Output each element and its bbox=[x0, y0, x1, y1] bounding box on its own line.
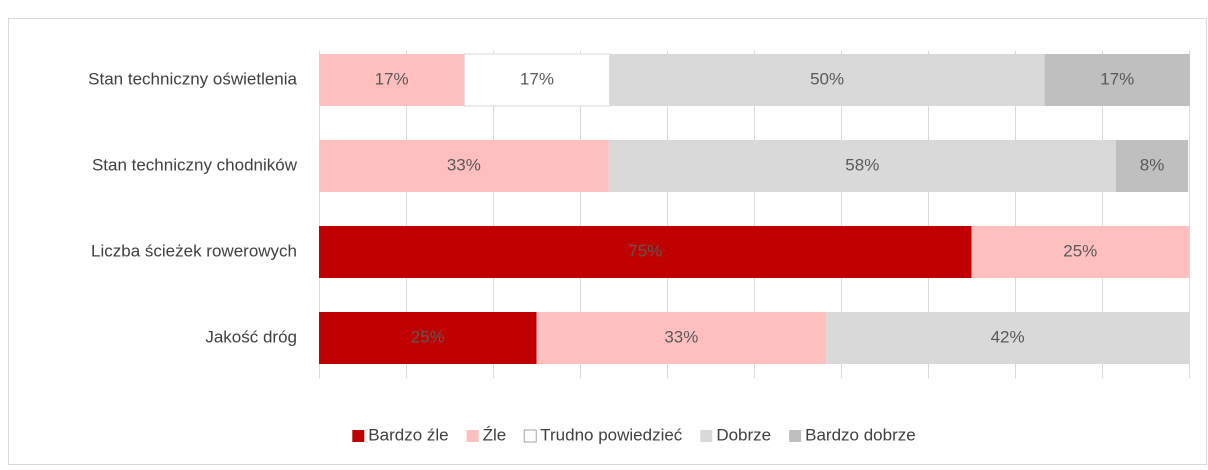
bar-segment bbox=[319, 226, 972, 278]
data-label: 25% bbox=[1063, 241, 1097, 260]
data-label: 33% bbox=[664, 327, 698, 346]
y-tick-label: Stan techniczny chodników bbox=[92, 155, 298, 174]
legend-swatch bbox=[789, 430, 802, 442]
data-label: 25% bbox=[411, 327, 445, 346]
bar-segment bbox=[536, 312, 827, 364]
bar-segment bbox=[319, 140, 609, 192]
data-label: 33% bbox=[447, 155, 481, 174]
y-tick-label: Stan techniczny oświetlenia bbox=[88, 69, 297, 88]
data-label: 17% bbox=[520, 69, 554, 88]
data-label: 8% bbox=[1140, 155, 1165, 174]
legend-label: Dobrze bbox=[716, 425, 771, 444]
data-label: 42% bbox=[991, 327, 1025, 346]
legend-swatch bbox=[700, 430, 713, 442]
bar-segment bbox=[826, 312, 1189, 364]
legend-swatch bbox=[466, 430, 479, 442]
bar-segment bbox=[1044, 54, 1190, 106]
legend-label: Trudno powiedzieć bbox=[540, 425, 683, 444]
y-tick-label: Jakość dróg bbox=[205, 327, 297, 346]
bar-segment bbox=[609, 54, 1045, 106]
legend-swatch bbox=[523, 429, 537, 443]
legend-label: Bardzo dobrze bbox=[805, 425, 916, 444]
bar-segment bbox=[319, 54, 465, 106]
bar-segment bbox=[971, 226, 1189, 278]
data-label: 75% bbox=[628, 241, 662, 260]
bar-segment bbox=[463, 53, 611, 107]
legend-swatch bbox=[352, 430, 365, 442]
data-label: 17% bbox=[1100, 69, 1134, 88]
data-label: 50% bbox=[810, 69, 844, 88]
bar-segment bbox=[1115, 140, 1189, 192]
bar-segment bbox=[608, 140, 1116, 192]
bar-segment bbox=[319, 312, 537, 364]
legend-label: Bardzo źle bbox=[368, 425, 448, 444]
data-label: 58% bbox=[845, 155, 879, 174]
y-tick-label: Liczba ścieżek rowerowych bbox=[91, 241, 297, 260]
legend-label: Źle bbox=[483, 425, 507, 444]
data-label: 17% bbox=[375, 69, 409, 88]
